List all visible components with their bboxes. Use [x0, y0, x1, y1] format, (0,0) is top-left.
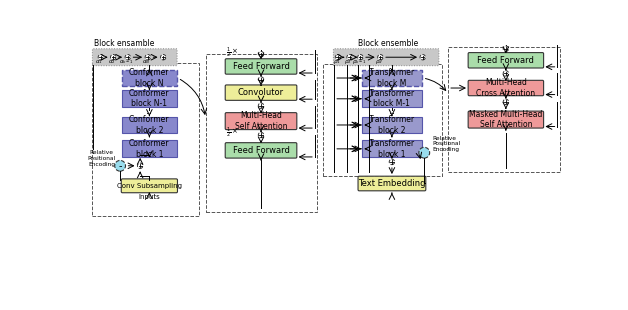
Text: Conformer
block 2: Conformer block 2	[129, 115, 170, 135]
Bar	[362, 69, 422, 86]
FancyBboxPatch shape	[468, 80, 544, 96]
Circle shape	[347, 55, 352, 60]
Text: $\alpha_{k-1}$: $\alpha_{k-1}$	[119, 58, 134, 65]
Circle shape	[419, 147, 430, 158]
Bar	[122, 140, 177, 157]
Text: Block ensamble: Block ensamble	[94, 39, 154, 48]
Text: $\alpha_2$: $\alpha_2$	[108, 58, 116, 65]
Circle shape	[98, 55, 104, 60]
Circle shape	[258, 77, 264, 82]
Text: $\rho_2$: $\rho_2$	[344, 58, 352, 66]
Circle shape	[389, 159, 394, 165]
Text: Transformer
block M: Transformer block M	[369, 68, 415, 88]
Circle shape	[115, 160, 126, 171]
Circle shape	[503, 71, 509, 76]
Circle shape	[335, 55, 341, 60]
Circle shape	[258, 103, 264, 108]
FancyBboxPatch shape	[333, 49, 439, 66]
Circle shape	[125, 55, 131, 60]
Circle shape	[358, 55, 363, 60]
Text: Conv Subsampling: Conv Subsampling	[117, 183, 182, 189]
FancyBboxPatch shape	[225, 113, 297, 130]
Text: Block ensemble: Block ensemble	[358, 39, 418, 48]
Text: Conformer
block N: Conformer block N	[129, 68, 170, 88]
Text: Relative
Positional
Encoding: Relative Positional Encoding	[87, 150, 116, 167]
Circle shape	[377, 55, 383, 60]
Text: Convolutor: Convolutor	[238, 88, 284, 97]
Text: ..: ..	[146, 106, 153, 116]
Circle shape	[258, 51, 264, 57]
FancyBboxPatch shape	[358, 176, 426, 191]
Bar	[122, 90, 177, 107]
Circle shape	[503, 99, 509, 104]
FancyBboxPatch shape	[225, 143, 297, 158]
Text: Relative
Positional
Encoding: Relative Positional Encoding	[432, 135, 460, 152]
Bar	[362, 90, 422, 107]
Circle shape	[111, 55, 116, 60]
FancyBboxPatch shape	[92, 49, 177, 66]
Circle shape	[503, 46, 509, 51]
FancyBboxPatch shape	[225, 85, 297, 100]
Bar	[362, 140, 422, 157]
Text: Feed Forward: Feed Forward	[477, 56, 534, 65]
Text: $\rho_1$: $\rho_1$	[333, 58, 340, 66]
FancyBboxPatch shape	[468, 53, 544, 68]
Text: $\alpha_1$: $\alpha_1$	[95, 58, 103, 65]
Text: $\frac{1}{2}\times$: $\frac{1}{2}\times$	[225, 46, 238, 60]
Text: Feed Forward: Feed Forward	[232, 62, 290, 71]
FancyBboxPatch shape	[225, 59, 297, 74]
Circle shape	[138, 163, 143, 169]
Text: $\alpha_N$: $\alpha_N$	[142, 58, 151, 65]
Text: Conformer
block N-1: Conformer block N-1	[129, 89, 170, 108]
Text: Transformer
block 2: Transformer block 2	[369, 115, 415, 135]
Text: $\rho_{k-1}$: $\rho_{k-1}$	[352, 58, 366, 66]
Bar	[122, 117, 177, 133]
Text: Feed Forward: Feed Forward	[232, 146, 290, 155]
Text: $\rho_d$: $\rho_d$	[375, 58, 383, 66]
Text: Transformer
block M-1: Transformer block M-1	[369, 89, 415, 108]
Text: Masked Multi-Head
Self Attention: Masked Multi-Head Self Attention	[469, 110, 543, 129]
Text: $\frac{1}{2}\times$: $\frac{1}{2}\times$	[225, 126, 238, 140]
Bar	[362, 117, 422, 133]
FancyBboxPatch shape	[468, 111, 544, 128]
Text: Multi-Head
Cross Attention: Multi-Head Cross Attention	[476, 78, 536, 98]
Circle shape	[161, 55, 166, 60]
Text: Transformer
block 1: Transformer block 1	[369, 139, 415, 158]
Text: Inputs: Inputs	[139, 194, 160, 200]
FancyBboxPatch shape	[121, 179, 178, 193]
Text: Text Embedding: Text Embedding	[358, 179, 426, 188]
Text: Conformer
block 1: Conformer block 1	[129, 139, 170, 158]
Circle shape	[420, 55, 425, 60]
Circle shape	[258, 132, 264, 138]
Text: Multi-Head
Self Attention: Multi-Head Self Attention	[235, 111, 287, 131]
Bar	[122, 69, 177, 86]
Circle shape	[145, 55, 151, 60]
Text: ..: ..	[389, 106, 395, 116]
Text: -: -	[118, 161, 122, 171]
